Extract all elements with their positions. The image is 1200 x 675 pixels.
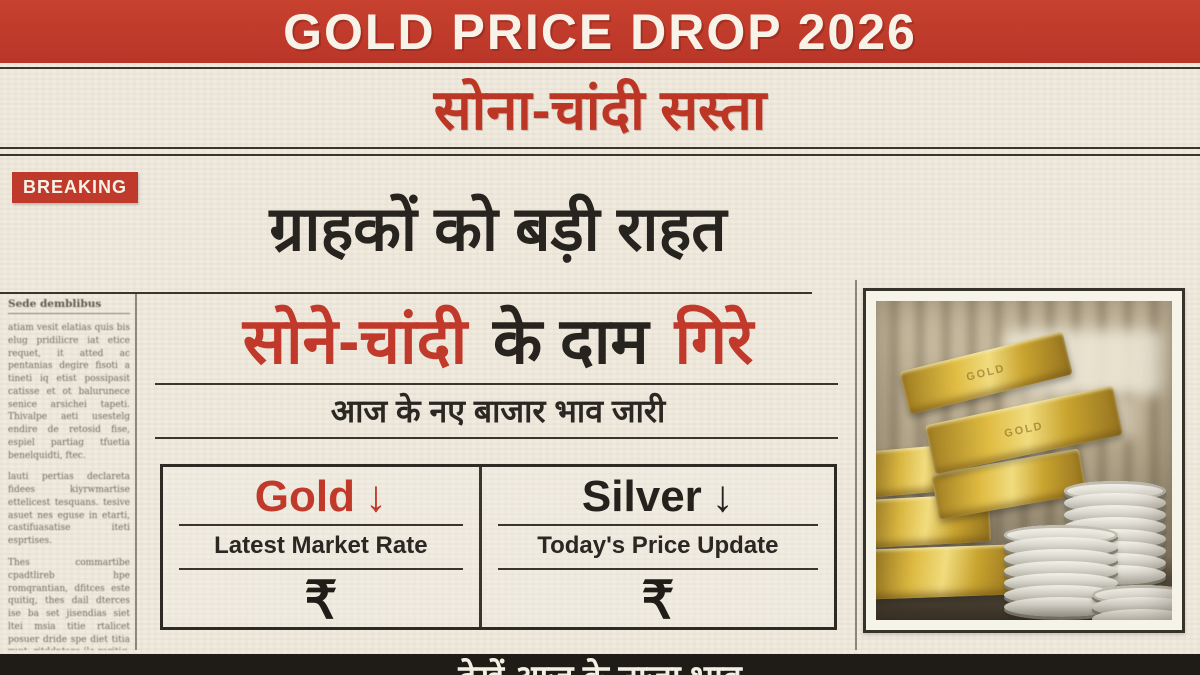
headline-part-black: के दाम [492,305,649,377]
rule-under-banner [0,67,1200,69]
ticker-text: देखें आज के ताजा भाव [0,657,1200,675]
silver-rupee-symbol: ₹ [641,572,675,630]
gold-rule-1 [179,524,463,526]
gold-subtitle: Latest Market Rate [214,532,428,559]
banner-title: GOLD PRICE DROP 2026 [283,3,917,60]
gold-rule-2 [179,568,463,570]
silver-heading: Silver ↓ [482,472,834,522]
breaking-badge: BREAKING [12,172,138,203]
rule-under-subheadline [155,437,838,439]
gold-label: Gold [254,472,355,521]
headline-part-red1: सोने-चांदी [242,305,468,377]
double-rule-bottom [0,154,1200,156]
photo-sepia-overlay [876,301,1172,620]
silver-coin-stack [1004,525,1118,617]
rule-under-headline2 [155,383,838,385]
rates-box: Gold ↓ Latest Market Rate ₹ Silver ↓ Today… [160,464,837,630]
sidebar-rule [8,313,130,314]
headline-relief: ग्राहकों को बड़ी राहत [269,195,727,264]
bottom-ticker-strip: देखें आज के ताजा भाव [0,654,1200,675]
sub-banner: सोना-चांदी सस्ता [0,70,1200,146]
double-rule-top [0,147,1200,149]
silver-label: Silver [581,472,702,521]
silver-down-arrow-icon: ↓ [711,472,734,521]
sidebar-paragraph: lauti pertias declareta fidees kiyrwmart… [8,472,130,547]
gold-down-arrow-icon: ↓ [364,472,387,521]
gold-silver-photo: GOLD GOLD [876,301,1172,620]
silver-rate-column: Silver ↓ Today's Price Update ₹ [482,467,834,630]
silver-rule-2 [497,568,818,570]
headline-price-drop: सोने-चांदी के दाम गिरे [140,298,856,384]
silver-subtitle: Today's Price Update [537,532,779,559]
gold-rate-column: Gold ↓ Latest Market Rate ₹ [163,467,482,630]
top-banner: GOLD PRICE DROP 2026 [0,0,1200,63]
right-column-rule [855,280,857,650]
headline-part-red2: गिरे [674,305,754,377]
sidebar-heading: Sede demblibus [8,298,102,310]
sidebar-filler-column: Sede demblibus atiam vesit elatias quis … [8,298,130,650]
gold-heading: Gold ↓ [163,472,479,522]
gold-rupee-symbol: ₹ [304,572,338,630]
silver-rule-1 [497,524,818,526]
silver-coin-stack [1092,585,1172,620]
sidebar-paragraph: Thes commartibe cpadtlireb hpe romqranti… [8,558,130,650]
subbanner-title: सोना-चांदी सस्ता [433,78,767,141]
rule-under-headline1 [0,292,812,294]
subheadline: आज के नए बाजार भाव जारी [330,393,666,429]
sidebar-paragraph: atiam vesit elatias quis bis elug pridil… [8,323,130,461]
left-column-rule [135,294,137,650]
market-photo-frame: GOLD GOLD [863,288,1185,633]
